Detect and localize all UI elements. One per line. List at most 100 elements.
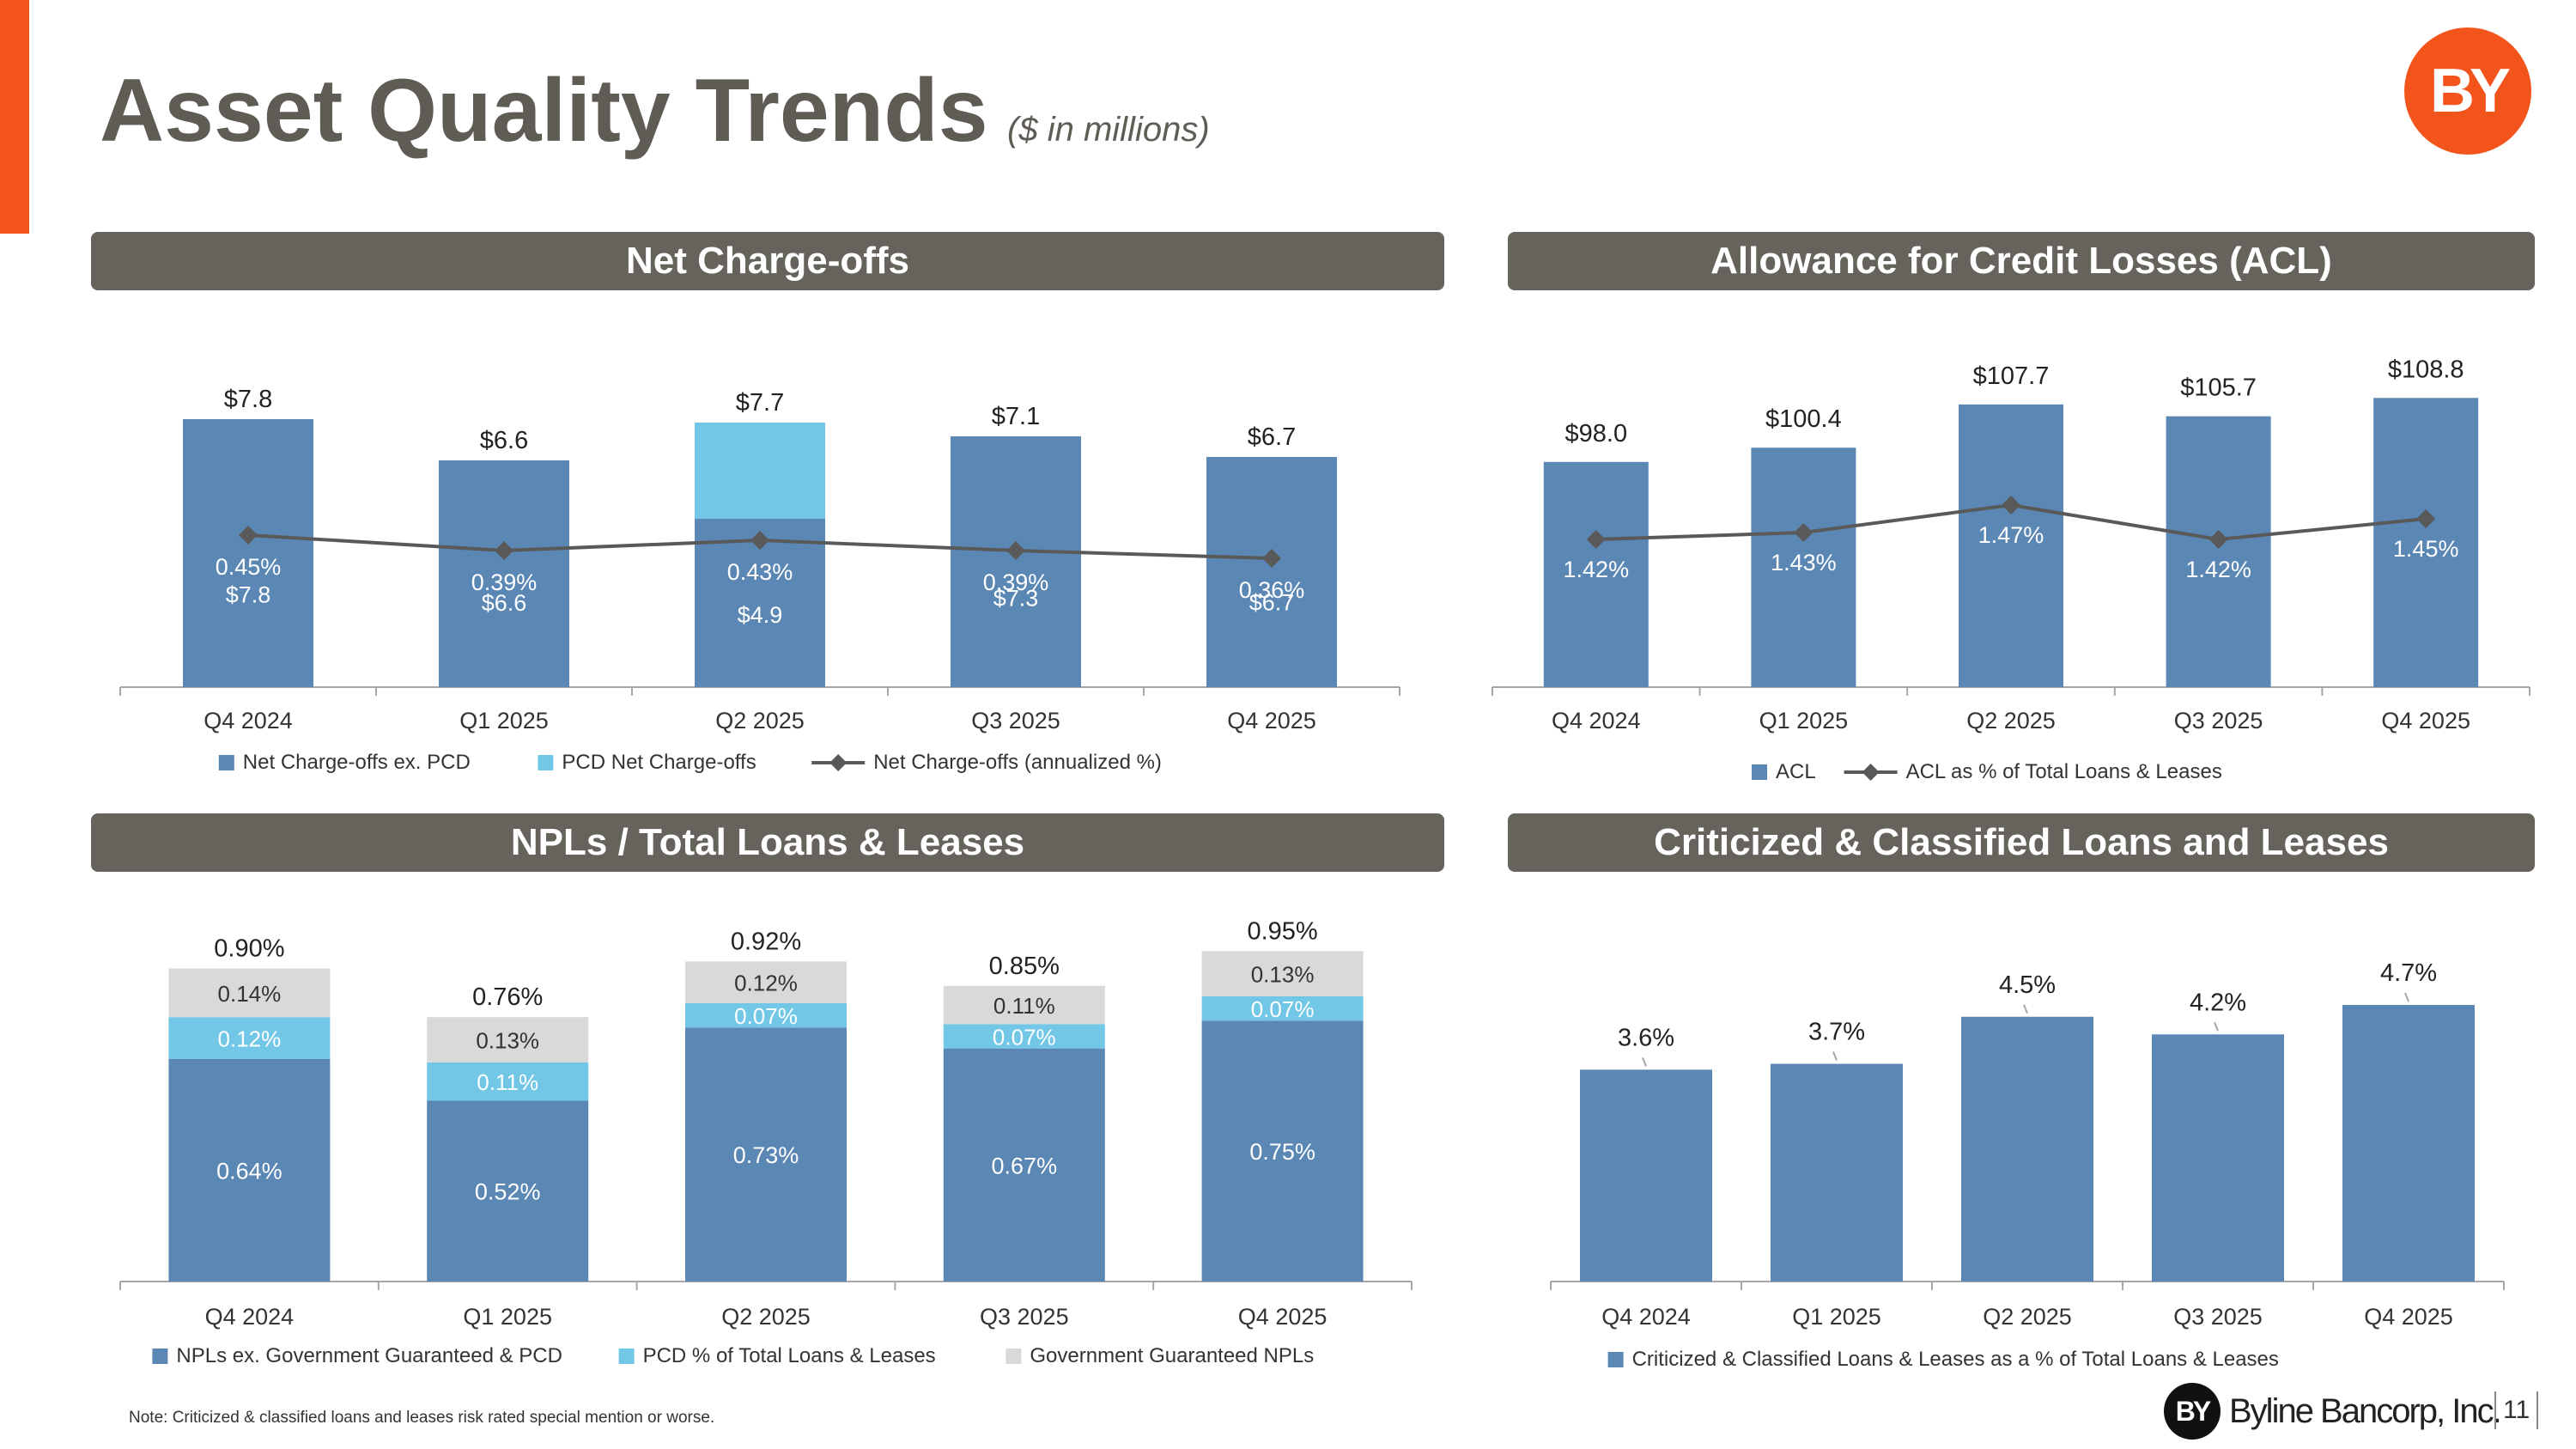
npl-total-label: 0.92% bbox=[731, 928, 801, 955]
npl-category-label: Q2 2025 bbox=[721, 1304, 811, 1330]
nco-total-label: $6.6 bbox=[480, 427, 528, 454]
cc-bar-value-label: 3.6% bbox=[1618, 1024, 1674, 1051]
npl-legend-swatch bbox=[618, 1349, 635, 1364]
npl-total-label: 0.76% bbox=[472, 983, 543, 1011]
npl-category-label: Q1 2025 bbox=[463, 1304, 552, 1330]
cc-bar-value-label: 4.5% bbox=[1999, 971, 2056, 999]
npl-category-label: Q4 2025 bbox=[1238, 1304, 1327, 1330]
npl-bar-npl-ex bbox=[685, 1027, 847, 1282]
acl-bar-value-label: $107.7 bbox=[1973, 362, 2050, 390]
panel-header-npls: NPLs / Total Loans & Leases bbox=[91, 813, 1444, 872]
nco-category-label: Q4 2024 bbox=[204, 708, 293, 734]
nco-category-label: Q2 2025 bbox=[715, 708, 805, 734]
npl-category-label: Q4 2024 bbox=[205, 1304, 295, 1330]
npl-segment-label: 0.14% bbox=[218, 981, 282, 1007]
acl-bar-acl bbox=[1751, 447, 1856, 687]
cc-label-leader bbox=[2023, 1004, 2028, 1014]
acl-category-label: Q1 2025 bbox=[1759, 708, 1849, 734]
panel-header-criticized-classified: Criticized & Classified Loans and Leases bbox=[1508, 813, 2535, 872]
npl-bar-gov-guaranteed bbox=[943, 985, 1105, 1025]
cc-category-label: Q1 2025 bbox=[1792, 1304, 1881, 1330]
acl-bar-acl bbox=[2373, 398, 2479, 687]
acl-bar-acl bbox=[2166, 416, 2271, 687]
cc-category-label: Q2 2025 bbox=[1983, 1304, 2072, 1330]
nco-line-label: 0.39% bbox=[983, 569, 1049, 595]
npl-category-label: Q3 2025 bbox=[980, 1304, 1069, 1330]
acl-bar-value-label: $100.4 bbox=[1765, 405, 1842, 433]
cc-bar-criticized-classified bbox=[1961, 1016, 2093, 1282]
acl-line-label: 1.43% bbox=[1771, 550, 1837, 575]
cc-category-label: Q3 2025 bbox=[2173, 1304, 2263, 1330]
acl-category-label: Q4 2025 bbox=[2381, 708, 2470, 734]
cc-bar-value-label: 4.2% bbox=[2190, 989, 2246, 1016]
acl-bar-acl bbox=[1959, 404, 2063, 687]
npl-bar-gov-guaranteed bbox=[168, 968, 331, 1018]
footer-logo-badge: BY bbox=[2164, 1383, 2221, 1440]
cc-bar-criticized-classified bbox=[2342, 1005, 2475, 1282]
npl-bar-gov-guaranteed bbox=[427, 1017, 589, 1062]
nco-legend-label: Net Charge-offs ex. PCD bbox=[243, 751, 471, 774]
acl-line-label: 1.45% bbox=[2393, 536, 2459, 562]
cc-bar-criticized-classified bbox=[1580, 1069, 1712, 1282]
nco-legend-swatch bbox=[218, 755, 234, 770]
npl-legend-swatch bbox=[1005, 1349, 1022, 1364]
nco-line-point bbox=[750, 531, 769, 550]
acl-line-label: 1.42% bbox=[2185, 557, 2251, 582]
npl-bar-pcd bbox=[1201, 995, 1364, 1021]
nco-bar-pcd bbox=[695, 423, 825, 519]
acl-line-point bbox=[2416, 509, 2436, 528]
npl-segment-label: 0.11% bbox=[477, 1069, 538, 1095]
nco-line-label: 0.43% bbox=[727, 559, 793, 585]
acl-legend-label: ACL as % of Total Loans & Leases bbox=[1906, 760, 2222, 783]
npl-segment-label: 0.07% bbox=[993, 1024, 1056, 1050]
nco-bar-ex-pcd bbox=[439, 460, 569, 687]
nco-legend-swatch bbox=[538, 755, 554, 770]
acl-bar-value-label: $105.7 bbox=[2180, 374, 2257, 402]
page-title: Asset Quality Trends bbox=[100, 61, 988, 161]
npl-segment-label: 0.67% bbox=[992, 1153, 1058, 1178]
nco-bar-ex-pcd bbox=[1206, 457, 1337, 687]
npl-segment-label: 0.11% bbox=[993, 993, 1055, 1019]
npl-bar-gov-guaranteed bbox=[685, 961, 847, 1003]
nco-line-point bbox=[239, 526, 258, 545]
cc-category-label: Q4 2025 bbox=[2364, 1304, 2453, 1330]
nco-line-label: 0.36% bbox=[1239, 577, 1305, 603]
acl-legend-swatch bbox=[1752, 764, 1767, 780]
npl-segment-label: 0.13% bbox=[476, 1028, 539, 1054]
cc-category-label: Q4 2024 bbox=[1601, 1304, 1691, 1330]
byline-logo: BY bbox=[2404, 27, 2531, 155]
cc-label-leader bbox=[1832, 1051, 1838, 1061]
cc-bar-criticized-classified bbox=[1771, 1063, 1903, 1282]
nco-bar-label: $7.3 bbox=[993, 586, 1039, 612]
npl-legend-label: NPLs ex. Government Guaranteed & PCD bbox=[176, 1344, 562, 1367]
footnote: Note: Criticized & classified loans and … bbox=[129, 1409, 715, 1427]
npl-bar-pcd bbox=[427, 1062, 589, 1101]
cc-bar-value-label: 3.7% bbox=[1808, 1019, 1865, 1046]
cc-bar-value-label: 4.7% bbox=[2380, 959, 2437, 987]
npl-bar-pcd bbox=[685, 1003, 847, 1028]
npl-total-label: 0.90% bbox=[214, 935, 284, 963]
nco-total-label: $6.7 bbox=[1248, 423, 1296, 451]
nco-bar-ex-pcd bbox=[183, 419, 313, 687]
footer-logo: BY Byline Bancorp, Inc. bbox=[2164, 1383, 2502, 1440]
panel-header-net-charge-offs: Net Charge-offs bbox=[91, 232, 1444, 290]
nco-total-label: $7.8 bbox=[224, 386, 272, 413]
page-number: 11 bbox=[2494, 1391, 2539, 1429]
accent-bar bbox=[0, 0, 29, 234]
cc-bar-criticized-classified bbox=[2152, 1034, 2284, 1282]
nco-total-label: $7.7 bbox=[736, 389, 784, 417]
acl-line-point bbox=[2002, 496, 2020, 514]
npl-legend-swatch bbox=[152, 1349, 168, 1364]
footer-brand-name: Byline Bancorp, Inc. bbox=[2229, 1391, 2502, 1430]
nco-bar-label: $7.8 bbox=[226, 582, 271, 608]
nco-category-label: Q3 2025 bbox=[971, 708, 1060, 734]
nco-bar-label: $6.6 bbox=[482, 590, 527, 616]
npl-segment-label: 0.12% bbox=[218, 1026, 282, 1052]
nco-legend-label: Net Charge-offs (annualized %) bbox=[873, 751, 1162, 774]
npl-legend-label: Government Guaranteed NPLs bbox=[1030, 1344, 1314, 1367]
nco-line-label: 0.39% bbox=[471, 569, 538, 595]
npl-bar-npl-ex bbox=[1201, 1020, 1364, 1282]
acl-bar-acl bbox=[1543, 461, 1649, 687]
acl-legend-label: ACL bbox=[1776, 760, 1816, 783]
